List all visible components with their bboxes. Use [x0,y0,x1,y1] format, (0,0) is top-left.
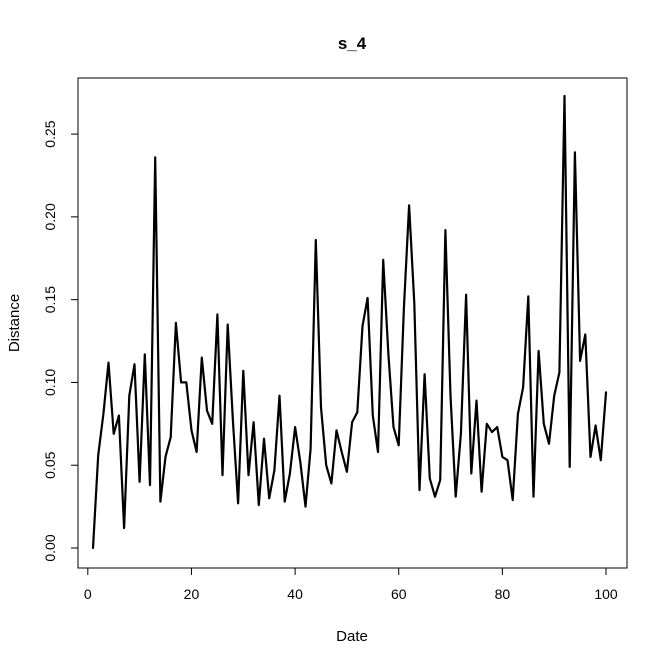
series-line [91,94,608,550]
x-tick-label: 100 [594,586,618,602]
y-tick-label: 0.00 [42,534,58,561]
chart-title: s_4 [338,34,367,53]
x-tick-label: 60 [391,586,407,602]
y-tick-label: 0.25 [42,120,58,147]
x-axis: 0 20 40 60 80 100 [84,567,618,602]
y-axis-label: Distance [6,294,23,352]
y-axis: 0.00 0.05 0.10 0.15 0.20 0.25 [42,120,79,562]
y-tick-label: 0.05 [42,451,58,478]
y-tick-label: 0.20 [42,203,58,230]
y-tick-label: 0.10 [42,369,58,396]
x-tick-label: 40 [287,586,303,602]
x-axis-label: Date [336,628,368,645]
x-tick-label: 0 [84,586,92,602]
x-tick-label: 20 [184,586,200,602]
x-tick-label: 80 [495,586,511,602]
y-tick-label: 0.15 [42,286,58,313]
